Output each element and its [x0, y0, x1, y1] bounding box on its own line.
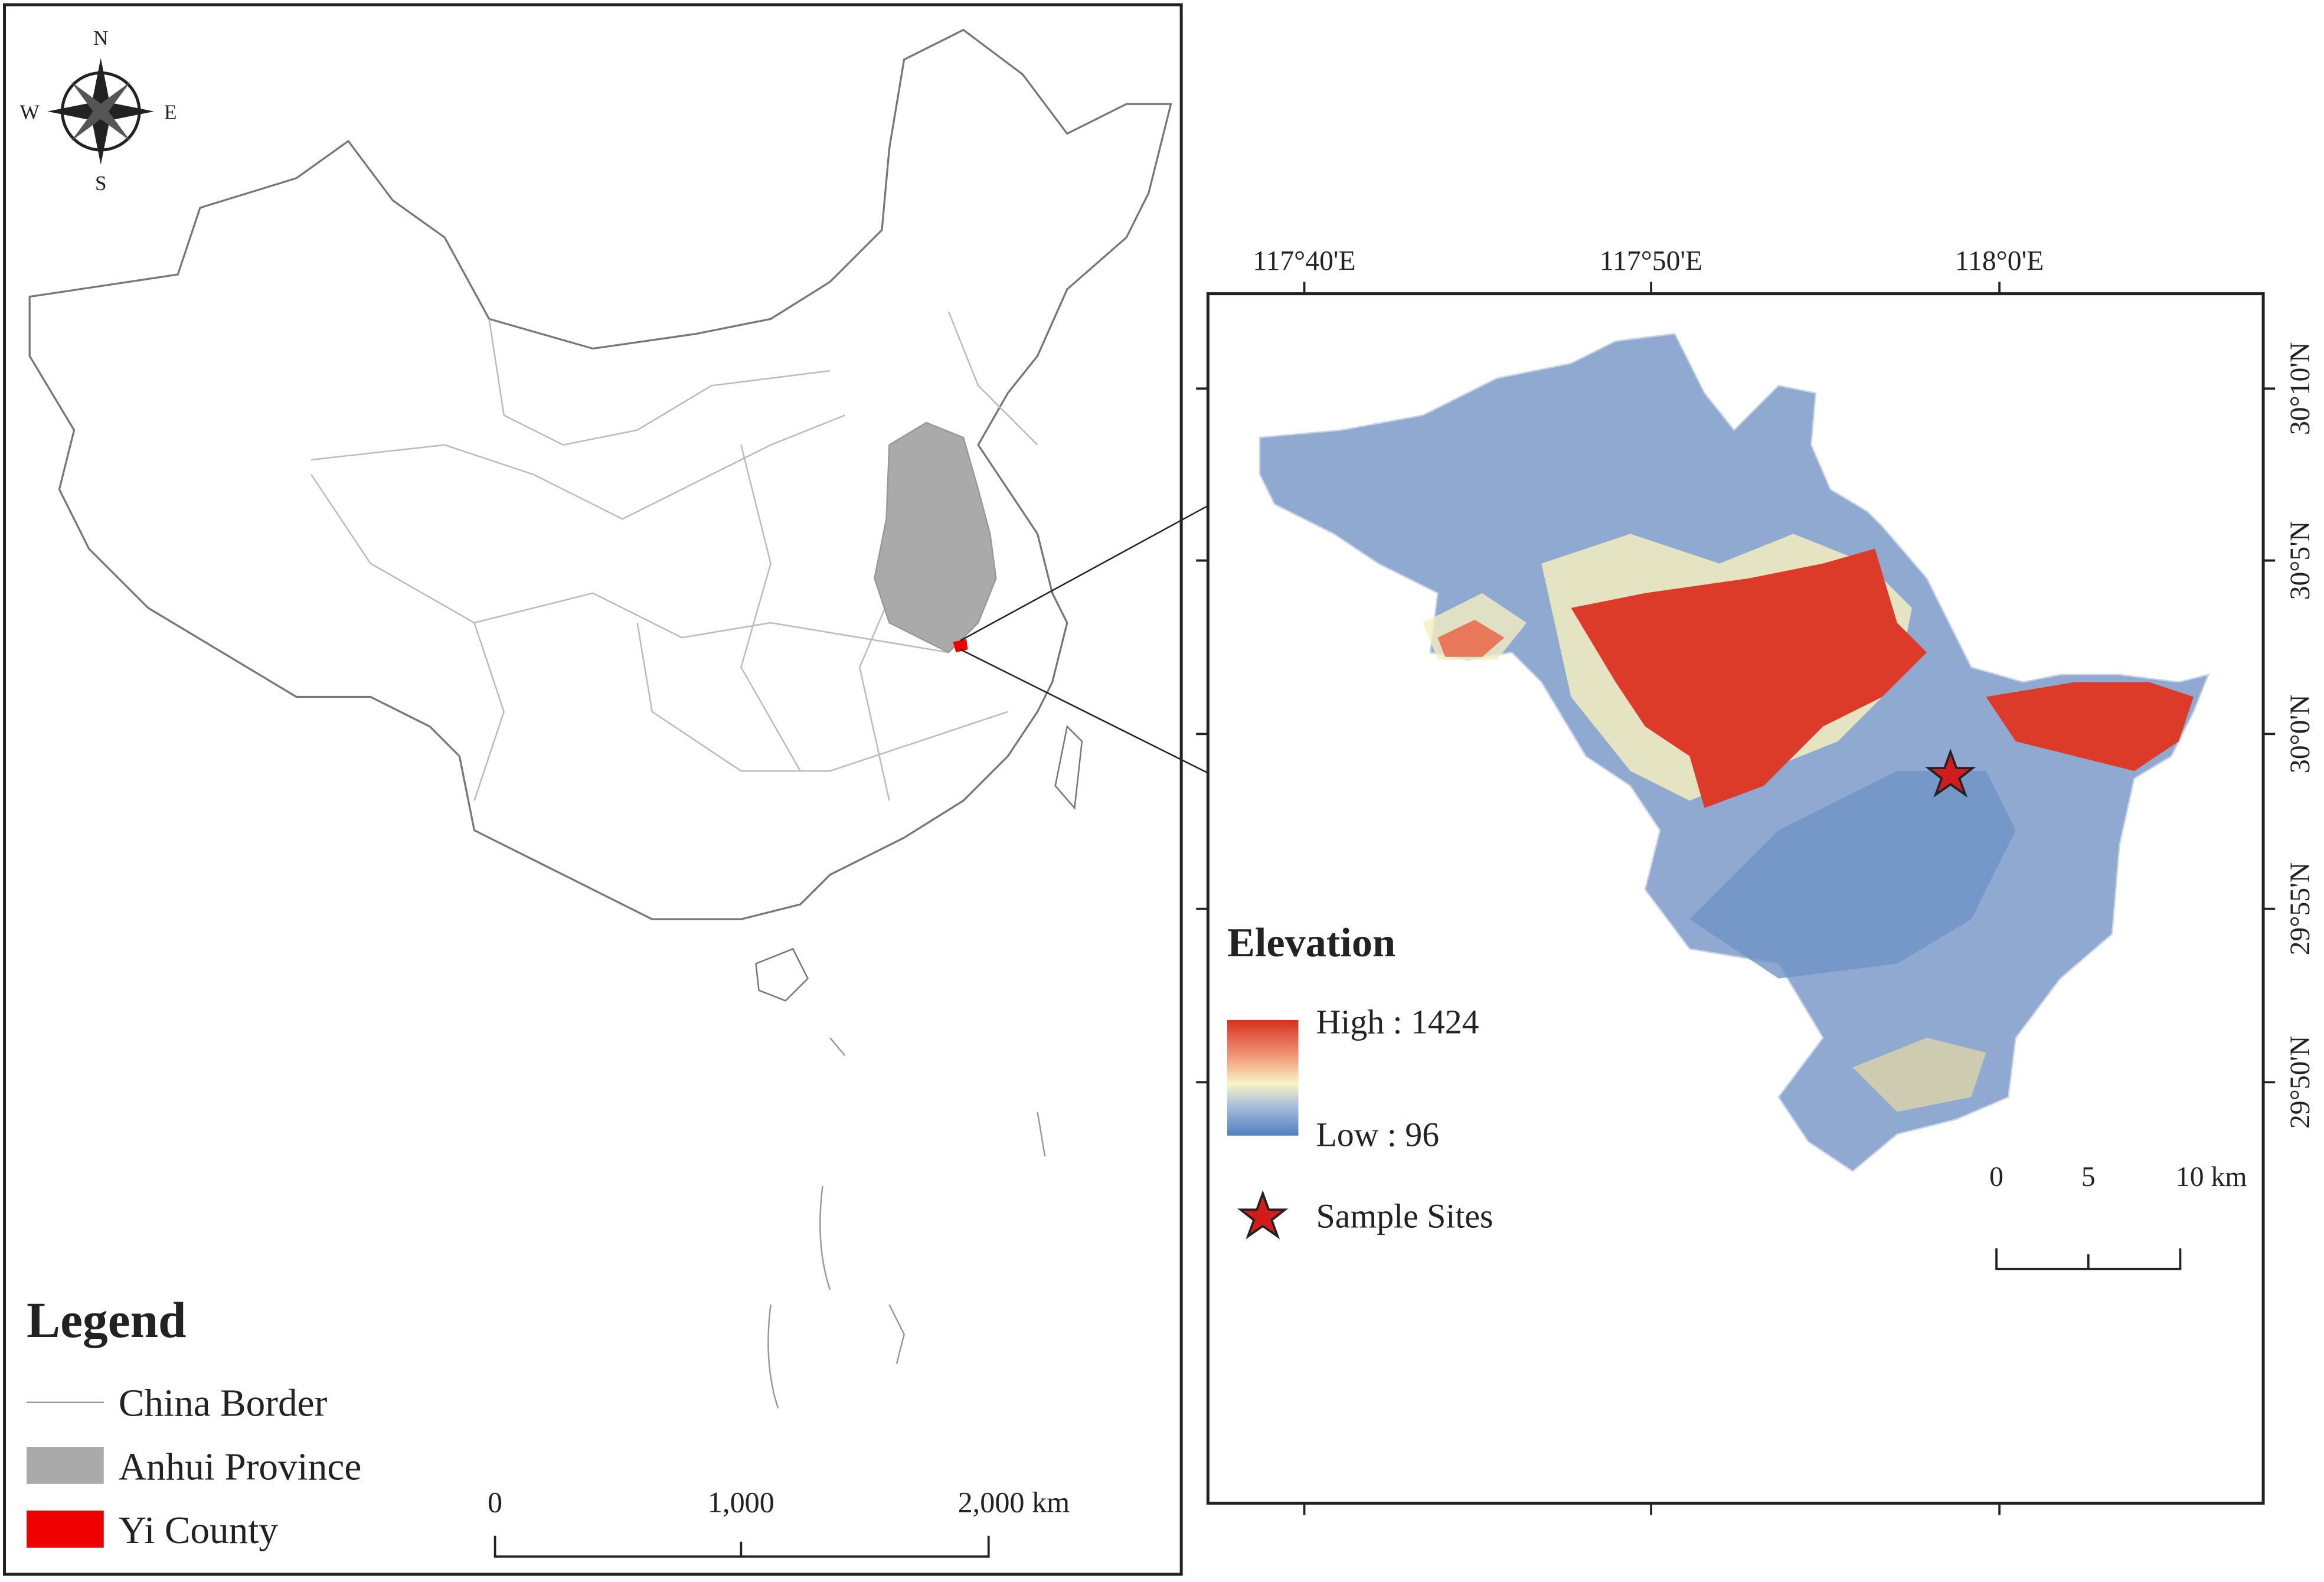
longitude-label: 118°0'E: [1955, 245, 2044, 276]
scale-label: 10 km: [2176, 1161, 2247, 1192]
latitude-label: 29°50'N: [2284, 1036, 2316, 1129]
islands: [767, 1037, 1046, 1409]
elevation-map: [1259, 333, 2210, 1172]
anhui-province: [874, 421, 997, 653]
scale-bar: [493, 1535, 990, 1558]
compass-north: N: [93, 27, 108, 50]
longitude-label: 117°40'E: [1253, 245, 1355, 276]
scale-bar: [1995, 1248, 2182, 1270]
legend-item: China Border: [119, 1382, 328, 1424]
compass-west: W: [20, 100, 40, 123]
legend-item: Anhui Province: [119, 1446, 361, 1488]
latitude-label: 30°10'N: [2284, 342, 2316, 435]
latitude-label: 29°55'N: [2284, 862, 2316, 955]
legend-swatch-yi: [27, 1511, 104, 1548]
elevation-low: Low : 96: [1316, 1116, 1439, 1153]
china-border: [28, 28, 1172, 920]
sample-sites-label: Sample Sites: [1316, 1198, 1493, 1235]
province-borders: [310, 311, 1038, 801]
scale-label: 2,000 km: [958, 1486, 1070, 1519]
china-panel: [3, 3, 1183, 1576]
elevation-colorbar: [1227, 1019, 1299, 1136]
compass-south: S: [95, 172, 107, 195]
elevation-title: Elevation: [1227, 920, 1395, 966]
sample-site: [1925, 748, 1976, 798]
longitude-label: 117°50'E: [1600, 245, 1702, 276]
latitude-label: 30°0'N: [2284, 695, 2316, 774]
yi-county: [953, 639, 968, 653]
elevation-high: High : 1424: [1316, 1004, 1479, 1041]
legend-swatch-anhui: [27, 1447, 104, 1484]
taiwan: [1054, 725, 1083, 810]
scale-label: 5: [2081, 1161, 2096, 1192]
compass-rose: [47, 58, 155, 165]
scale-label: 0: [488, 1486, 502, 1519]
latitude-label: 30°5'N: [2284, 521, 2316, 600]
legend-item: Yi County: [119, 1509, 279, 1552]
sample-site-legend-symbol: [1237, 1190, 1289, 1240]
legend-title: Legend: [27, 1293, 186, 1348]
scale-label: 1,000: [708, 1486, 774, 1519]
compass-east: E: [164, 100, 176, 123]
graticule-ticks: [1196, 282, 2276, 1515]
hainan: [755, 947, 809, 1002]
scale-label: 0: [1989, 1161, 2003, 1192]
